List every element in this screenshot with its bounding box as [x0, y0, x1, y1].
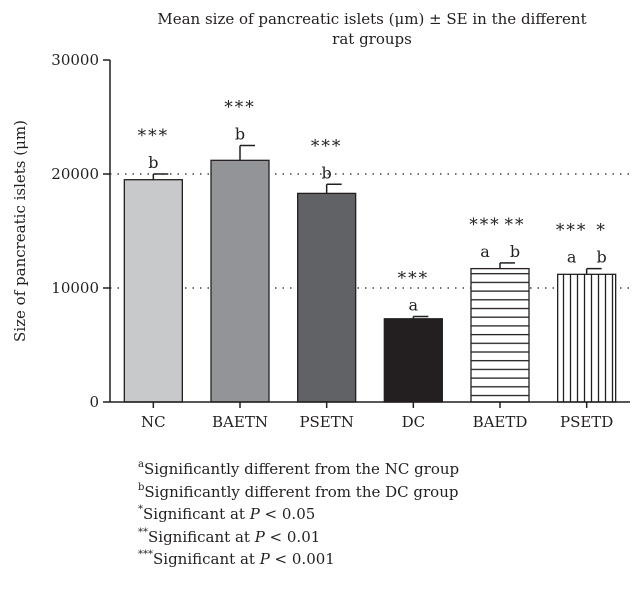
- footnotes: aSignificantly different from the NC gro…: [138, 458, 459, 571]
- x-tick-label: DC: [402, 413, 426, 431]
- x-tick-label: BAETD: [473, 413, 528, 431]
- footnote-p05: *Significant at P < 0.05: [138, 504, 316, 524]
- significance-letter: a: [480, 242, 490, 261]
- y-tick-label: 10000: [51, 279, 99, 297]
- bar-baetn: [210, 159, 270, 403]
- footnote-b: bSignificantly different from the DC gro…: [138, 481, 459, 501]
- significance-letter: b: [235, 125, 245, 144]
- significance-stars: ***: [224, 98, 256, 118]
- significance-stars: ***: [311, 136, 343, 156]
- x-tick-label: PSETN: [299, 413, 353, 431]
- y-tick-label: 0: [89, 393, 99, 411]
- bar-nc: [123, 179, 183, 403]
- significance-stars: ***: [398, 269, 430, 289]
- footnote-p001: ***Significant at P < 0.001: [138, 549, 335, 569]
- significance-letter: b: [597, 248, 607, 267]
- bar-dc: [383, 318, 443, 403]
- significance-stars: ***: [138, 126, 170, 146]
- bar-baetd: [470, 267, 530, 403]
- significance-letter: b: [510, 242, 520, 261]
- significance-letter: a: [409, 296, 419, 315]
- y-tick-label: 30000: [51, 51, 99, 69]
- y-tick-label: 20000: [51, 165, 99, 183]
- chart-title-line-2: rat groups: [332, 30, 412, 48]
- footnote-a: aSignificantly different from the NC gro…: [138, 459, 460, 479]
- significance-letter: b: [322, 163, 332, 182]
- y-axis-label: Size of pancreatic islets (μm): [11, 120, 29, 342]
- significance-letter: b: [148, 153, 158, 172]
- bar-psetn: [297, 192, 357, 403]
- x-tick-label: PSETD: [560, 413, 613, 431]
- bar-chart: Mean size of pancreatic islets (μm) ± SE…: [11, 10, 630, 431]
- x-tick-label: BAETN: [212, 413, 268, 431]
- x-tick-label: NC: [141, 413, 166, 431]
- footnote-p01: **Significant at P < 0.01: [138, 526, 321, 546]
- bar-psetd: [557, 273, 617, 403]
- significance-letter: a: [567, 248, 577, 267]
- significance-stars: **: [505, 215, 526, 235]
- significance-stars: *: [596, 221, 607, 241]
- significance-stars: ***: [469, 215, 501, 235]
- chart-title-line-1: Mean size of pancreatic islets (μm) ± SE…: [157, 10, 586, 28]
- significance-stars: ***: [556, 221, 588, 241]
